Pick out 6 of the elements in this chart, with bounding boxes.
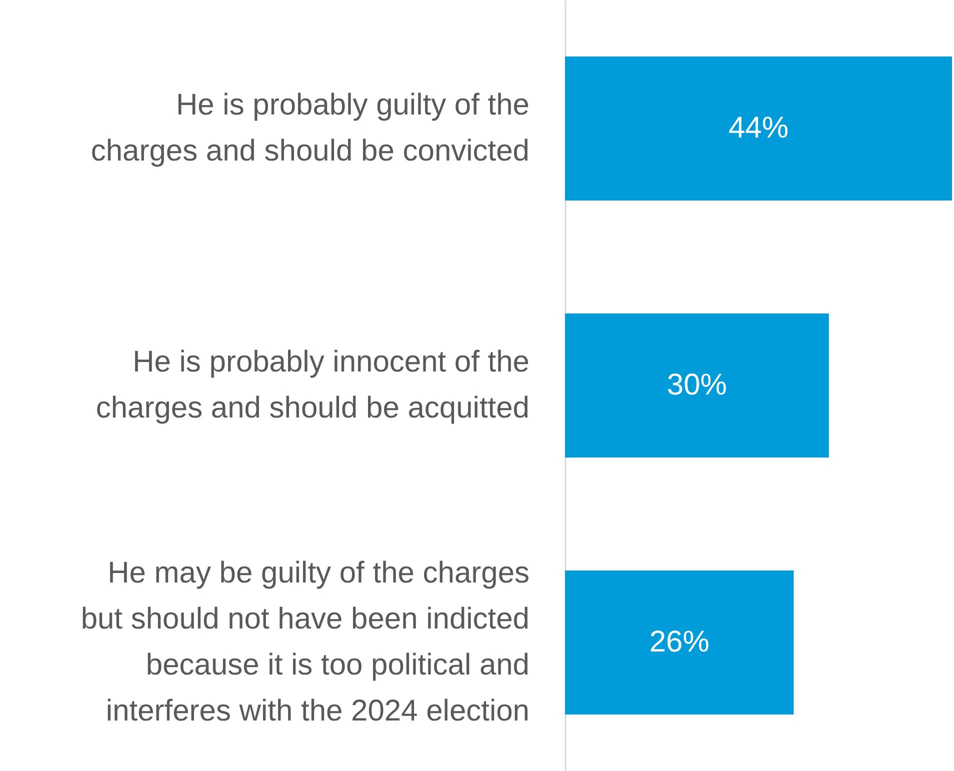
data-label: 30% xyxy=(666,368,727,402)
data-label: 26% xyxy=(649,626,710,658)
data-label: 44% xyxy=(728,112,789,144)
y-tick-label: He is probably guilty of the charges and should be convicted xyxy=(90,88,530,168)
y-tick-label: He may be guilty of the charges but should not have been indicted because it is too political and interferes with the 2024 election xyxy=(80,556,530,728)
y-tick-label: He is probably innocent of the charges and should be acquitted xyxy=(96,346,530,424)
